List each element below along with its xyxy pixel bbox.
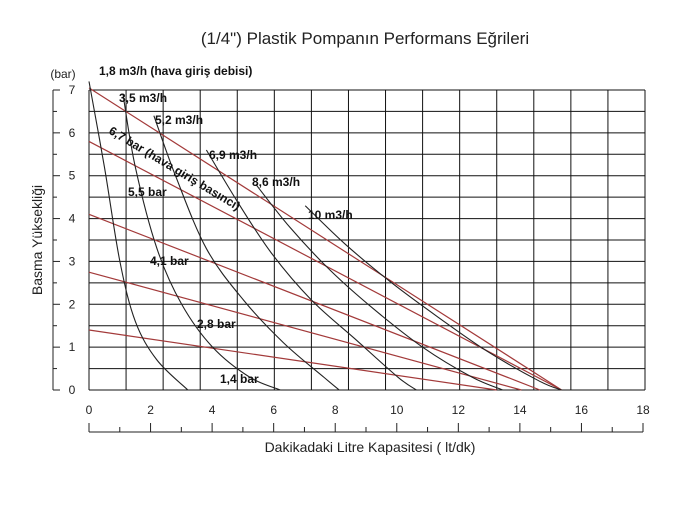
x-tick-label: 18 [636, 403, 650, 417]
pressure-line [88, 213, 541, 391]
pressure-line [88, 329, 497, 391]
x-tick-label: 12 [452, 403, 466, 417]
y-tick-label: 3 [69, 254, 76, 268]
flow-curve-label: 8,6 m3/h [252, 175, 300, 189]
x-tick-label: 14 [513, 403, 527, 417]
flow-curve [205, 149, 417, 391]
flow-curves [88, 81, 562, 391]
pressure-line [88, 87, 562, 391]
flow-curve [122, 94, 281, 391]
flow-curve [88, 81, 189, 391]
flow-curve-label: 10 m3/h [308, 208, 353, 222]
chart-title: (1/4") Plastik Pompanın Performans Eğril… [201, 29, 529, 48]
pressure-line-label: 1,4 bar [220, 372, 259, 386]
y-axis-title: Basma Yüksekliği [29, 185, 45, 295]
grid [88, 89, 646, 391]
flow-curve [255, 183, 504, 391]
flow-curve [153, 115, 340, 391]
y-axis-unit: (bar) [50, 67, 75, 81]
pressure-line [88, 271, 522, 391]
flow-curve-label: 6,9 m3/h [209, 148, 257, 162]
flow-curve-label: 3,5 m3/h [119, 91, 167, 105]
x-axis-title: Dakikadaki Litre Kapasitesi ( lt/dk) [265, 439, 476, 455]
y-tick-label: 7 [69, 83, 76, 97]
flow-curve-label: 1,8 m3/h (hava giriş debisi) [99, 64, 252, 78]
x-tick-label: 4 [209, 403, 216, 417]
x-tick-label: 16 [575, 403, 589, 417]
x-tick-label: 2 [147, 403, 154, 417]
x-tick-label: 0 [86, 403, 93, 417]
series-labels: 1,8 m3/h (hava giriş debisi) 3,5 m3/h 5,2 … [99, 64, 353, 386]
pressure-line-label: 2,8 bar [197, 317, 236, 331]
y-tick-label: 2 [69, 297, 76, 311]
pressure-line-label: 5,5 bar [128, 185, 167, 199]
y-tick-label: 0 [69, 383, 76, 397]
y-tick-label: 4 [69, 212, 76, 226]
x-tick-label: 10 [390, 403, 404, 417]
pressure-line-label: 4,1 bar [150, 254, 189, 268]
y-tick-label: 6 [69, 126, 76, 140]
pressure-line-label: 6,7 bar (hava giriş basıncı) [106, 124, 242, 214]
y-tick-label: 1 [69, 340, 76, 354]
x-tick-label: 6 [270, 403, 277, 417]
flow-curve-label: 5,2 m3/h [155, 113, 203, 127]
y-tick-label: 5 [69, 169, 76, 183]
flow-curve [304, 205, 562, 391]
x-tick-label: 8 [332, 403, 339, 417]
